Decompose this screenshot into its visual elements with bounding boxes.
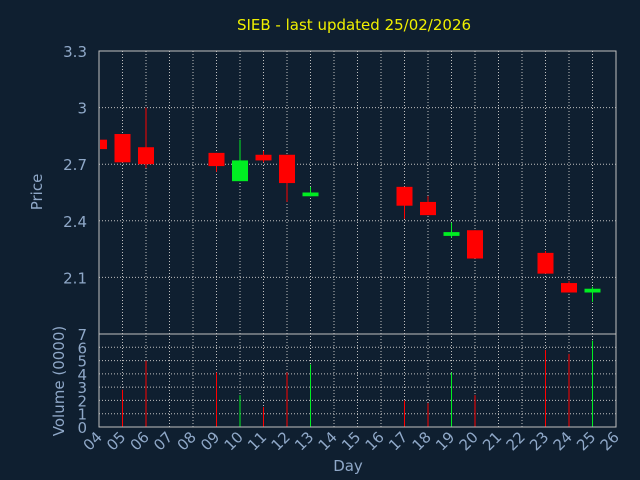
candle-body — [302, 192, 319, 197]
candle — [537, 250, 554, 274]
volume-tick-label: 5 — [77, 353, 87, 371]
candle — [584, 286, 601, 302]
price-axis-label: Price — [28, 174, 46, 211]
candle — [279, 154, 295, 202]
candle-body — [467, 230, 483, 259]
price-tick-labels: 3.3 3 2.7 2.4 2.1 — [63, 43, 87, 287]
candle — [467, 230, 483, 259]
price-tick-label: 3.3 — [63, 43, 87, 61]
candle-body — [114, 134, 131, 163]
x-axis-label: Day — [333, 457, 363, 475]
candle-body — [100, 139, 107, 150]
x-tick-labels: 0405060708091011121314151617181920212223… — [80, 428, 623, 454]
candle-body — [138, 147, 154, 165]
candle — [255, 150, 272, 163]
candlesticks — [98, 107, 601, 302]
candle — [98, 139, 107, 150]
volume-tick-label: 6 — [77, 339, 87, 357]
candle-body — [537, 252, 554, 274]
candle — [561, 281, 577, 293]
candle-body — [255, 154, 272, 161]
candle-body — [420, 201, 436, 216]
candle-body — [279, 154, 295, 184]
volume-tick-label: 4 — [77, 366, 87, 384]
volume-tick-label: 1 — [77, 406, 87, 424]
candle — [420, 196, 436, 216]
volume-tick-label: 3 — [77, 379, 87, 397]
price-tick-label: 2.4 — [63, 213, 87, 231]
price-tick-label: 3 — [77, 100, 87, 118]
candle-body — [561, 283, 577, 293]
candle — [396, 186, 413, 219]
volume-tick-label: 2 — [77, 392, 87, 410]
volume-tick-label: 7 — [77, 326, 87, 344]
candle-body — [208, 152, 225, 167]
candle — [302, 186, 319, 197]
volume-axis-label: Volume (0000) — [50, 326, 68, 436]
volume-tick-label: 0 — [77, 419, 87, 437]
candle-body — [584, 288, 601, 293]
candle-body — [396, 186, 413, 206]
candle — [443, 222, 460, 238]
price-tick-label: 2.7 — [63, 156, 87, 174]
candle — [114, 134, 131, 163]
chart-title: SIEB - last updated 25/02/2026 — [237, 16, 471, 34]
volume-bars — [122, 340, 593, 427]
candle-body — [232, 160, 248, 182]
candle — [208, 152, 225, 172]
candle — [232, 139, 248, 182]
candle-body — [443, 232, 460, 236]
price-tick-label: 2.1 — [63, 269, 87, 287]
volume-panel-frame — [98, 333, 617, 428]
candle — [138, 107, 154, 168]
